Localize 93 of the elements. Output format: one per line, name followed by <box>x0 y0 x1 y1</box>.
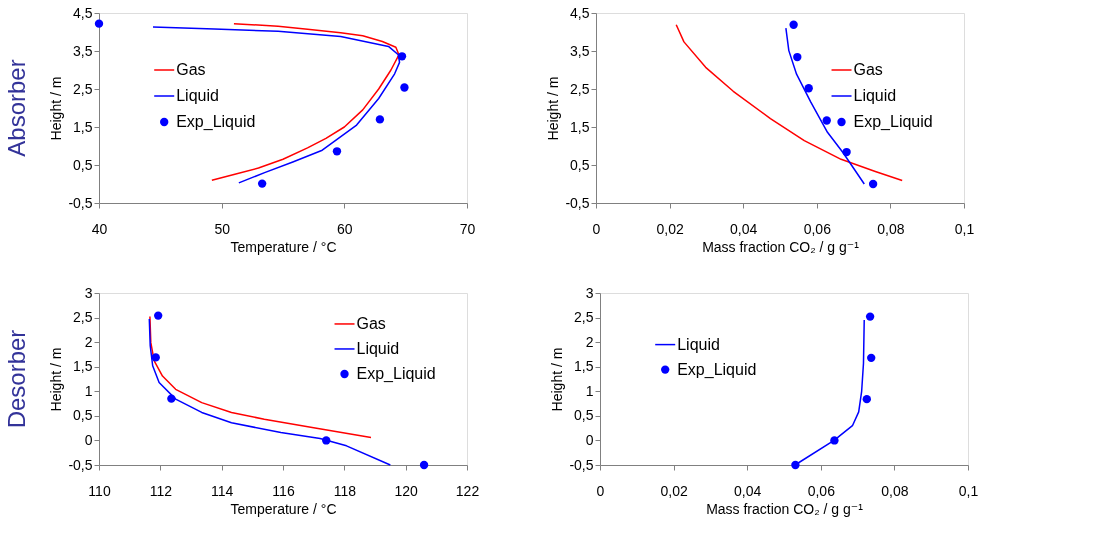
y-axis-title: Height / m <box>545 76 562 141</box>
x-tick-label: 0,1 <box>954 220 975 237</box>
legend-label: Liquid <box>853 87 897 104</box>
point <box>322 436 331 445</box>
x-tick-label: 0,08 <box>877 220 905 237</box>
legend-label: Liquid <box>176 87 219 104</box>
y-tick-label: 3 <box>84 284 93 301</box>
y-tick-label: -0,5 <box>68 194 93 211</box>
y-tick-label: 2,5 <box>73 80 93 97</box>
y-tick-label: -0,5 <box>569 456 594 473</box>
x-tick-label: 114 <box>211 482 234 499</box>
x-tick-label: 0,06 <box>807 482 836 499</box>
y-tick-label: 2,5 <box>570 80 590 97</box>
y-tick-label: 0 <box>84 431 93 448</box>
point <box>842 147 851 157</box>
x-tick-label: 116 <box>272 482 295 499</box>
x-tick-label: 60 <box>337 220 353 237</box>
x-tick-label: 0,02 <box>660 482 688 499</box>
y-tick-label: 2 <box>585 333 594 350</box>
y-tick-label: 1,5 <box>570 118 590 135</box>
x-tick-label: 0,04 <box>734 482 762 499</box>
x-tick-label: 110 <box>88 482 111 499</box>
legend-label: Liquid <box>677 335 720 353</box>
legend-label: Gas <box>853 61 883 78</box>
y-tick-label: 3,5 <box>570 42 590 59</box>
x-axis-title: Mass fraction CO₂ / g g⁻¹ <box>706 500 864 517</box>
y-tick-label: 3,5 <box>73 42 93 59</box>
y-tick-label: 3 <box>585 284 594 301</box>
y-tick-label: 0 <box>585 431 594 448</box>
x-axis-title: Mass fraction CO₂ / g g⁻¹ <box>702 238 860 255</box>
x-tick-label: 0,04 <box>730 220 758 237</box>
point <box>94 19 104 28</box>
text: Absorber <box>2 59 30 157</box>
x-axis-title: Temperature / °C <box>230 238 337 255</box>
y-tick-label: 1 <box>585 382 594 399</box>
point <box>789 20 798 29</box>
text: Desorber <box>2 329 30 429</box>
y-tick-label: 4,5 <box>570 4 590 21</box>
x-tick-label: 0,02 <box>656 220 684 237</box>
point <box>419 460 429 470</box>
point <box>868 179 878 189</box>
y-axis-title: Height / m <box>48 76 65 141</box>
y-tick-label: 1 <box>84 382 93 399</box>
point <box>154 311 163 320</box>
y-tick-label: -0,5 <box>565 194 590 211</box>
point <box>862 394 871 404</box>
legend-label: Exp_Liquid <box>176 113 256 131</box>
y-tick-label: -0,5 <box>68 456 93 473</box>
point <box>830 436 839 445</box>
x-tick-label: 122 <box>455 482 480 499</box>
x-tick-label: 0 <box>596 482 605 499</box>
y-tick-label: 0,5 <box>574 407 594 424</box>
point <box>791 460 800 470</box>
y-tick-label: 2,5 <box>73 309 93 326</box>
y-axis-title: Height / m <box>48 347 65 412</box>
legend-label: Gas <box>176 61 206 78</box>
y-tick-label: 0,5 <box>570 156 590 173</box>
x-tick-label: 0,06 <box>803 220 832 237</box>
y-tick-label: 1,5 <box>73 358 93 375</box>
y-tick-label: 2,5 <box>574 309 594 326</box>
legend-label: Liquid <box>356 339 400 357</box>
point <box>400 83 409 92</box>
point <box>332 147 342 156</box>
y-tick-label: 4,5 <box>73 4 93 21</box>
x-tick-label: 0,08 <box>881 482 909 499</box>
x-tick-label: 50 <box>214 220 231 237</box>
x-tick-label: 112 <box>149 482 173 499</box>
point <box>793 52 802 62</box>
y-tick-label: 2 <box>84 333 93 350</box>
x-tick-label: 120 <box>394 482 419 499</box>
point <box>867 353 876 363</box>
y-tick-label: 0,5 <box>73 407 93 424</box>
legend-label: Exp_Liquid <box>356 364 436 383</box>
y-tick-label: 1,5 <box>574 358 594 375</box>
point <box>151 353 160 362</box>
legend-label: Gas <box>356 314 386 332</box>
x-tick-label: 0,1 <box>958 482 979 499</box>
point <box>804 84 813 93</box>
y-axis-title: Height / m <box>549 347 566 412</box>
y-tick-label: 0,5 <box>73 156 93 173</box>
x-tick-label: 118 <box>333 482 357 499</box>
x-axis-title: Temperature / °C <box>230 500 337 517</box>
point <box>397 52 407 61</box>
point <box>822 116 831 125</box>
point <box>375 115 385 124</box>
x-tick-label: 40 <box>91 220 108 237</box>
legend-label: Exp_Liquid <box>677 360 757 379</box>
legend-label: Exp_Liquid <box>853 113 933 131</box>
x-tick-label: 70 <box>459 220 476 237</box>
y-tick-label: 1,5 <box>73 118 93 135</box>
point <box>167 394 176 403</box>
point <box>257 179 267 188</box>
point <box>865 312 875 321</box>
